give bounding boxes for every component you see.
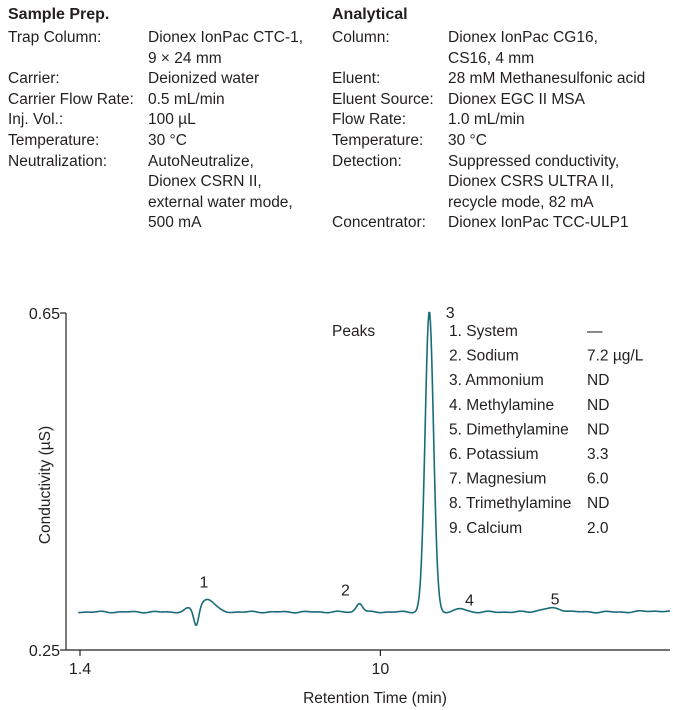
peak-name: 3. Ammonium (449, 372, 544, 389)
peak-name: 8. Trimethylamine (449, 495, 571, 512)
axis-ticks: 1.4102030350.250.65 (29, 306, 673, 678)
peak-label-2: 2 (341, 583, 350, 600)
peak-value: ND (587, 397, 609, 414)
peak-value: 7.2 µg/L (587, 348, 644, 365)
peak-name: 7. Magnesium (449, 471, 546, 488)
peak-value: ND (587, 421, 609, 438)
peak-value: ND (587, 495, 609, 512)
peak-value: 6.0 (587, 471, 609, 488)
peak-value: ND (587, 372, 609, 389)
y-axis-title: Conductivity (µS) (37, 426, 54, 544)
peak-value: 2.0 (587, 520, 609, 537)
y-tick-label: 0.25 (29, 643, 60, 660)
x-tick-label: 1.4 (69, 661, 91, 678)
chromatogram-trace (78, 313, 670, 626)
x-axis-title: Retention Time (min) (303, 690, 447, 707)
peak-value: 3.3 (587, 446, 609, 463)
peak-name: 2. Sodium (449, 348, 519, 365)
x-tick-label: 10 (371, 661, 389, 678)
y-tick-label: 0.65 (29, 306, 60, 323)
peak-label-5: 5 (551, 592, 560, 609)
chart-axes (66, 313, 670, 650)
peak-name: 5. Dimethylamine (449, 421, 569, 438)
peak-name: 9. Calcium (449, 520, 522, 537)
peak-name: 1. System (449, 323, 518, 340)
peaks-table: Peaks 1. System — 2. Sodium 7.2 µg/L 3. Ammon… (332, 323, 644, 537)
peak-label-4: 4 (465, 592, 474, 609)
peaks-heading: Peaks (332, 323, 375, 340)
peak-name: 6. Potassium (449, 446, 539, 463)
peak-label-3: 3 (446, 305, 455, 322)
peak-label-1: 1 (200, 575, 209, 592)
peak-name: 4. Methylamine (449, 397, 554, 414)
peak-value: — (587, 323, 603, 340)
